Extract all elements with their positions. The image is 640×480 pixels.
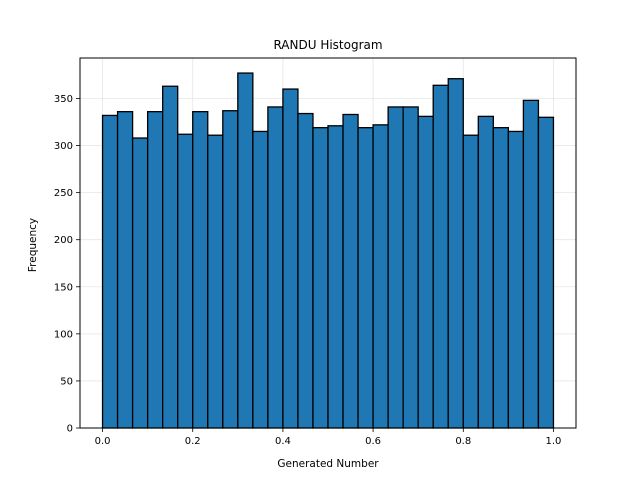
histogram-bar <box>252 130 269 429</box>
x-tick-label: 0.6 <box>365 436 381 447</box>
histogram-bar <box>207 134 224 429</box>
plot-frame <box>79 57 577 429</box>
chart-title: RANDU Histogram <box>273 38 382 52</box>
histogram-bar <box>522 99 540 429</box>
x-axis-label: Generated Number <box>277 458 379 470</box>
x-tick-label: 0.0 <box>95 436 111 447</box>
histogram-bar <box>327 125 344 429</box>
y-axis-label: Frequency <box>27 218 39 272</box>
histogram-bar <box>432 84 449 429</box>
histogram-bar <box>297 112 314 429</box>
histogram-bar <box>342 113 359 429</box>
x-tick-label: 0.8 <box>455 436 471 447</box>
x-tick-label: 0.2 <box>185 436 201 447</box>
y-tick-label: 100 <box>54 329 73 340</box>
x-tick-label: 0.4 <box>275 436 291 447</box>
histogram-bar <box>357 127 374 429</box>
histogram-bar <box>116 111 134 429</box>
x-axis-ticks: 0.0 0.2 0.4 0.6 0.8 1.0 <box>95 428 562 447</box>
y-axis-ticks: 0 50 100 150 200 250 300 350 <box>54 94 80 435</box>
y-tick-label: 350 <box>54 94 73 105</box>
histogram-bar <box>462 134 479 429</box>
y-tick-label: 250 <box>54 188 73 199</box>
histogram-bar <box>537 116 555 429</box>
histogram-bar <box>387 106 404 429</box>
histogram-bar <box>372 124 389 429</box>
histogram-bar <box>162 85 179 429</box>
x-tick-label: 1.0 <box>546 436 562 447</box>
histogram-bar <box>507 130 525 429</box>
histogram-bar <box>402 106 419 429</box>
histogram-bar <box>177 133 194 429</box>
histogram-bar <box>222 110 239 429</box>
y-tick-label: 0 <box>67 424 73 435</box>
histogram-bar <box>267 106 284 429</box>
y-tick-label: 150 <box>54 282 73 293</box>
histogram-bar <box>146 111 164 429</box>
histogram-bar <box>447 78 464 429</box>
histogram-bar <box>237 72 254 429</box>
histogram-bar <box>131 137 149 429</box>
histogram-bar <box>477 115 494 429</box>
y-tick-label: 50 <box>60 376 73 387</box>
histogram-bar <box>282 88 299 429</box>
histogram-bar <box>312 127 329 429</box>
histogram-bar <box>192 111 209 429</box>
y-tick-label: 300 <box>54 141 73 152</box>
histogram-bar <box>417 115 434 429</box>
histogram-bar <box>492 127 510 429</box>
histogram-bars <box>101 72 555 429</box>
y-tick-label: 200 <box>54 235 73 246</box>
histogram-bar <box>101 114 119 429</box>
